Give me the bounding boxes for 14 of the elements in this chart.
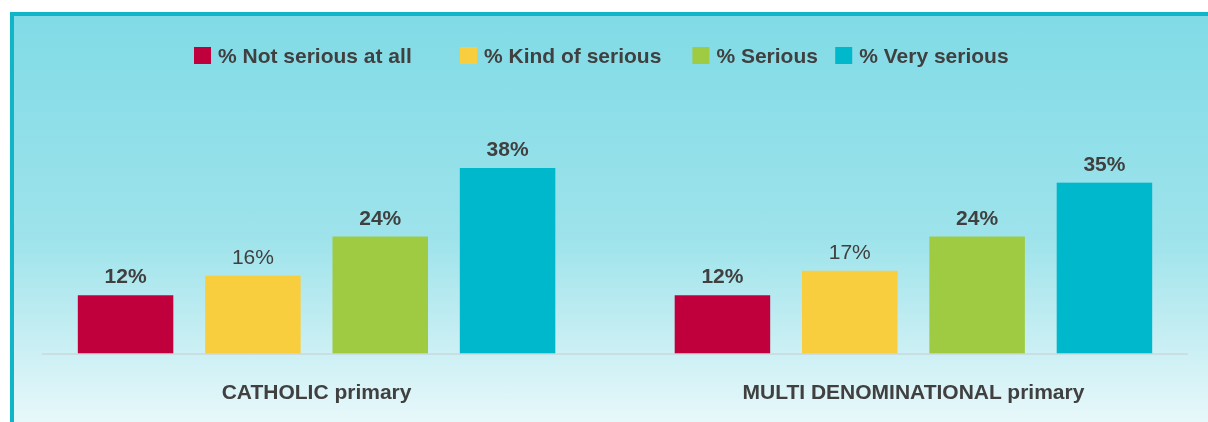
x-tick-label: CATHOLIC primary: [221, 380, 412, 403]
data-label: 38%: [486, 137, 529, 160]
data-label: 24%: [956, 205, 999, 229]
legend-label: % Kind of serious: [484, 44, 662, 67]
data-label: 17%: [828, 239, 871, 263]
data-label: 35%: [1083, 151, 1126, 175]
data-label: 12%: [104, 264, 147, 288]
data-label: 16%: [231, 244, 274, 268]
legend-label: % Serious: [716, 44, 818, 67]
x-tick-label: MULTI DENOMINATIONAL primary: [742, 380, 1085, 403]
data-label: 12%: [701, 264, 744, 288]
data-label: 24%: [359, 205, 402, 229]
legend-label: % Very serious: [859, 44, 1009, 67]
legend-label: % Not serious at all: [218, 44, 412, 67]
